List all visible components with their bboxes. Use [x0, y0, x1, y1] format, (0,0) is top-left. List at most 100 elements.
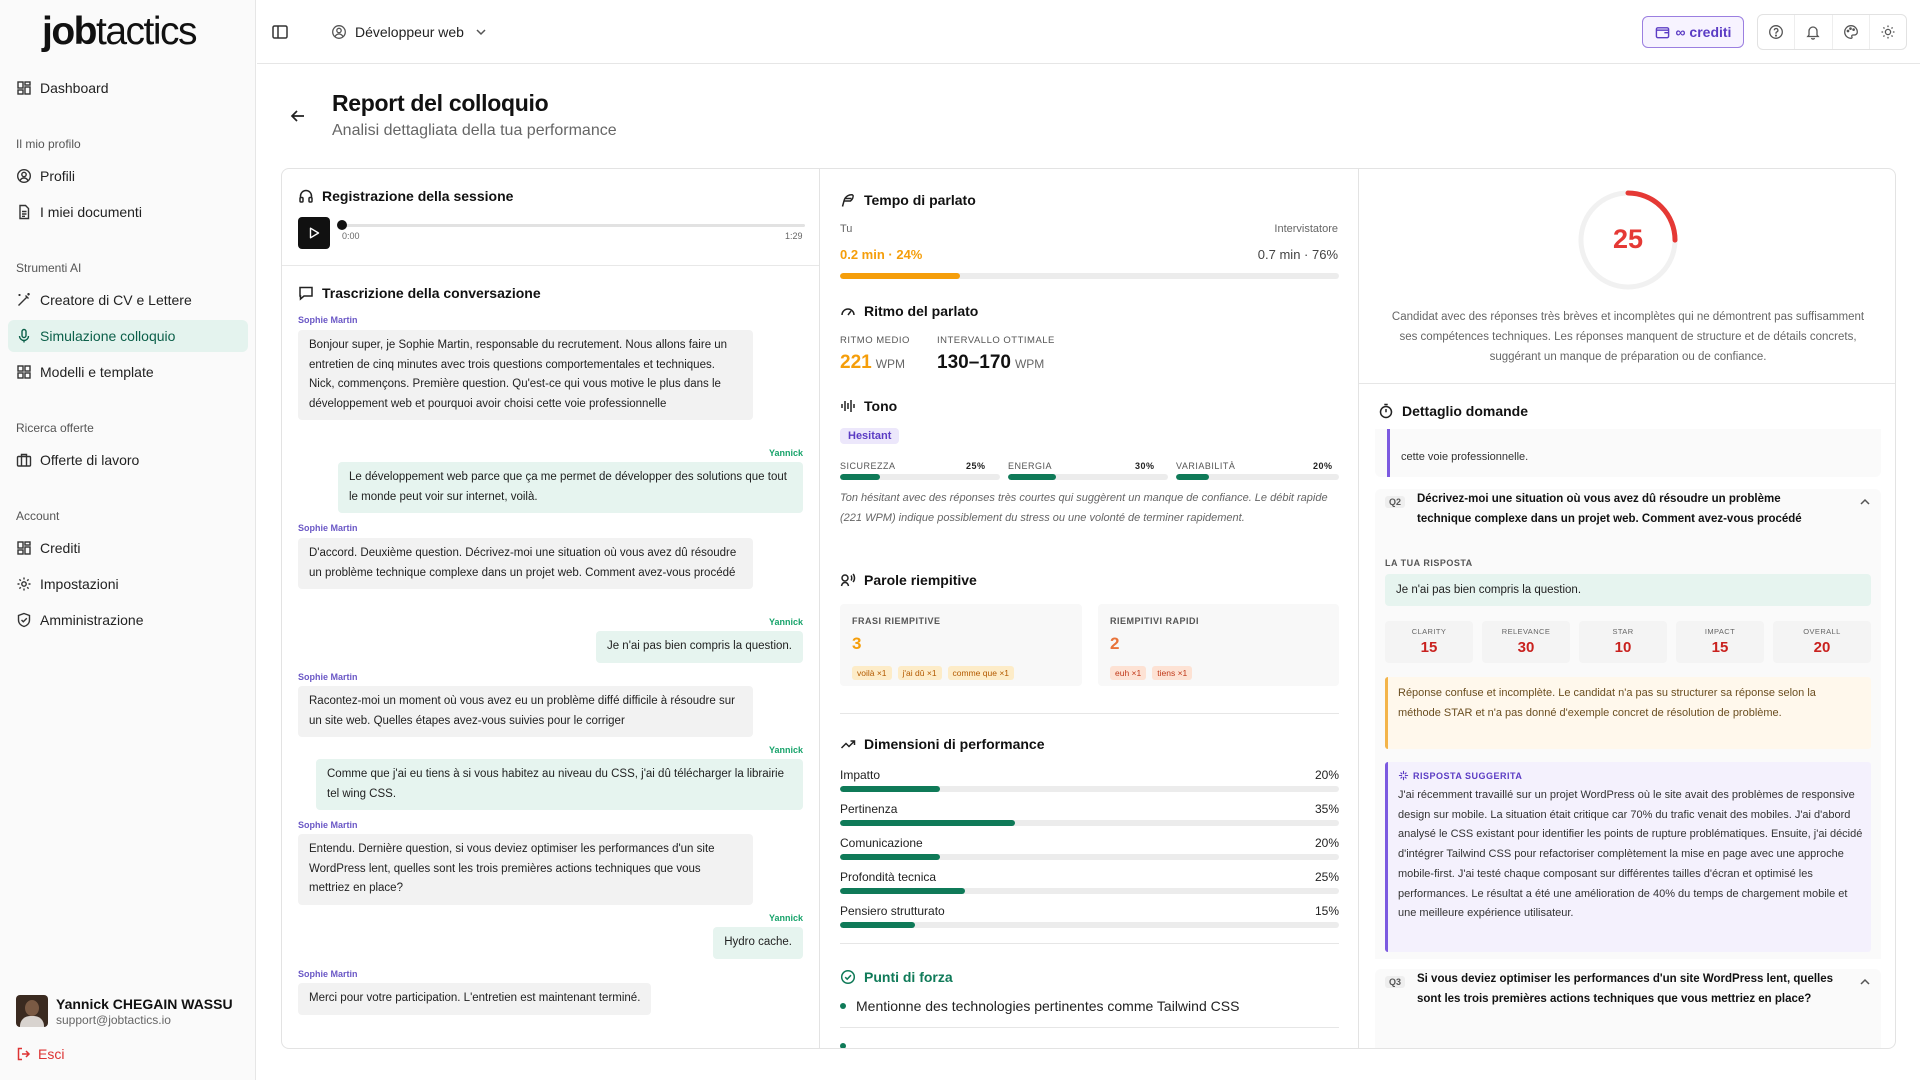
report-panel: Registrazione della sessione 0:00 1:29 T… [281, 168, 1896, 1049]
score-val: 20 [1813, 639, 1831, 656]
audio-scrubber[interactable] [342, 224, 805, 227]
check-circle-icon [840, 969, 856, 985]
question-card-q2: Q2 Décrivez-moi une situation où vous av… [1375, 489, 1881, 959]
bullet [840, 1003, 846, 1009]
filler-phrases-count: 3 [852, 634, 862, 653]
tone-metric-fill [840, 474, 880, 480]
speaker-label: Yannick [768, 913, 803, 923]
dimension-name: Comunicazione [840, 836, 923, 850]
question-number: Q3 [1385, 976, 1406, 988]
tone-badge: Hesitant [840, 428, 900, 444]
divider [840, 943, 1339, 944]
chat-message-candidate: Hydro cache. [713, 927, 803, 959]
theme-palette-button[interactable] [1833, 15, 1870, 49]
sidebar-item-profiles[interactable]: Profili [8, 160, 248, 192]
theme-toggle-button[interactable] [1870, 15, 1906, 49]
strengths-heading: Punti di forza [840, 969, 953, 985]
logout-button[interactable]: Esci [16, 1046, 64, 1062]
tone-metric-bar [1008, 474, 1168, 480]
sidebar-item-label: Amministrazione [40, 612, 144, 628]
sidebar-toggle-icon[interactable] [271, 23, 289, 41]
wallet-icon [1655, 26, 1669, 38]
back-arrow-icon[interactable] [288, 106, 308, 126]
help-button[interactable] [1758, 15, 1796, 49]
dimensions-heading: Dimensioni di performance [840, 736, 1044, 752]
sidebar-item-label: Dashboard [40, 80, 109, 96]
page-subtitle: Analisi dettagliata della tua performanc… [332, 122, 617, 139]
score-relevance: RELEVANCE 30 [1482, 621, 1570, 663]
sidebar-item-credits[interactable]: Crediti [8, 532, 248, 564]
dimension-name: Profondità tecnica [840, 870, 937, 884]
sidebar-item-documents[interactable]: I miei documenti [8, 196, 248, 228]
suggested-answer: J'ai récemment travaillé sur un projet W… [1398, 789, 1863, 920]
filler-phrases-card: FRASI RIEMPITIVE 3 voilà ×1 j'ai dû ×1 com… [840, 604, 1082, 686]
filler-tag: voilà ×1 [852, 666, 892, 680]
chat-message-recruiter: Racontez-moi un moment où vous avez eu u… [298, 686, 753, 737]
interviewer-label: Intervistatore [1274, 223, 1338, 235]
play-icon [309, 227, 320, 239]
chat-bubble-icon [299, 286, 313, 301]
credits-label: ∞ crediti [1675, 24, 1732, 40]
interviewer-talk-value: 0.7 min · 76% [1257, 247, 1338, 262]
questions-scroll-area[interactable]: cette voie professionnelle. Q2 Décrivez-… [1359, 429, 1895, 1048]
user-card[interactable]: Yannick CHEGAIN WASSU support@jobtactics… [16, 995, 233, 1027]
sidebar-item-templates[interactable]: Modelli e template [8, 356, 248, 388]
sidebar-item-cv-creator[interactable]: Creatore di CV e Lettere [8, 284, 248, 316]
chevron-up-icon[interactable] [1859, 976, 1871, 988]
score-key: CLARITY [1411, 627, 1447, 636]
score-val: 30 [1517, 639, 1535, 656]
chat-message-candidate: Comme que j'ai eu tiens à si vous habite… [316, 759, 803, 810]
question-header[interactable] [1375, 489, 1881, 535]
chevron-up-icon[interactable] [1859, 496, 1871, 508]
sidebar-item-job-offers[interactable]: Offerte di lavoro [8, 444, 248, 476]
score-val: 10 [1614, 639, 1632, 656]
candidate-answer: Je n'ai pas bien compris la question. [1385, 574, 1871, 606]
notifications-button[interactable] [1795, 15, 1833, 49]
score-star: STAR 10 [1579, 621, 1667, 663]
speaker-label: Sophie Martin [298, 315, 358, 325]
tone-metric-bar [1176, 474, 1339, 480]
dimension-fill [840, 820, 1015, 826]
pace-unit: WPM [875, 357, 906, 371]
sidebar-item-label: Simulazione colloquio [40, 328, 176, 344]
grid-icon [17, 365, 31, 379]
dimension-fill [840, 786, 940, 792]
logout-icon [17, 1047, 31, 1061]
question-card-q3[interactable]: Q3 Si vous deviez optimiser les performa… [1375, 969, 1881, 1048]
gauge-icon [841, 308, 855, 316]
speaker-label: Sophie Martin [298, 672, 358, 682]
duration: 1:29 [785, 231, 803, 241]
tone-heading: Tono [840, 398, 897, 414]
dimension-value: 20% [1314, 768, 1339, 782]
dimension-name: Pertinenza [840, 802, 898, 816]
sidebar-item-interview-sim[interactable]: Simulazione colloquio [8, 320, 248, 352]
score-grid: CLARITY 15 RELEVANCE 30 STAR 10 IMPACT 15 OV… [1385, 621, 1871, 663]
scrubber-handle[interactable] [337, 220, 347, 230]
sidebar-item-dashboard[interactable]: Dashboard [8, 72, 248, 104]
toolbar-icons [1757, 14, 1907, 50]
tone-metric-value: 25% [966, 461, 986, 471]
suggested-label: RISPOSTA SUGGERITA [1413, 770, 1523, 781]
optimal-pace-value: 130–170 WPM [937, 352, 1044, 374]
role-selector[interactable]: Développeur web [331, 20, 488, 44]
chat-message-candidate: Le développement web parce que ça me per… [338, 462, 803, 513]
sidebar-item-label: I miei documenti [40, 204, 142, 220]
recording-heading: Registrazione della sessione [298, 188, 513, 204]
column-recording-transcript: Registrazione della sessione 0:00 1:29 T… [282, 169, 820, 1048]
pace-heading: Ritmo del parlato [840, 303, 978, 319]
section-jobs: Ricerca offerte [16, 421, 94, 435]
suggested-answer-box: RISPOSTA SUGGERITA J'ai récemment travai… [1385, 762, 1871, 952]
user-circle-icon [16, 168, 32, 184]
gear-icon [17, 577, 31, 591]
sparkle-icon [1398, 770, 1409, 781]
credits-button[interactable]: ∞ crediti [1642, 16, 1744, 48]
sidebar-item-settings[interactable]: Impostazioni [8, 568, 248, 600]
score-val: 15 [1711, 639, 1729, 656]
tone-metric-label: SICUREZZA [840, 461, 896, 471]
play-button[interactable] [298, 217, 330, 249]
logout-label: Esci [38, 1046, 65, 1062]
feather-icon [841, 194, 854, 207]
logo[interactable]: jobtactics [42, 10, 198, 53]
dashboard-icon [17, 81, 31, 95]
sidebar-item-admin[interactable]: Amministrazione [8, 604, 248, 636]
